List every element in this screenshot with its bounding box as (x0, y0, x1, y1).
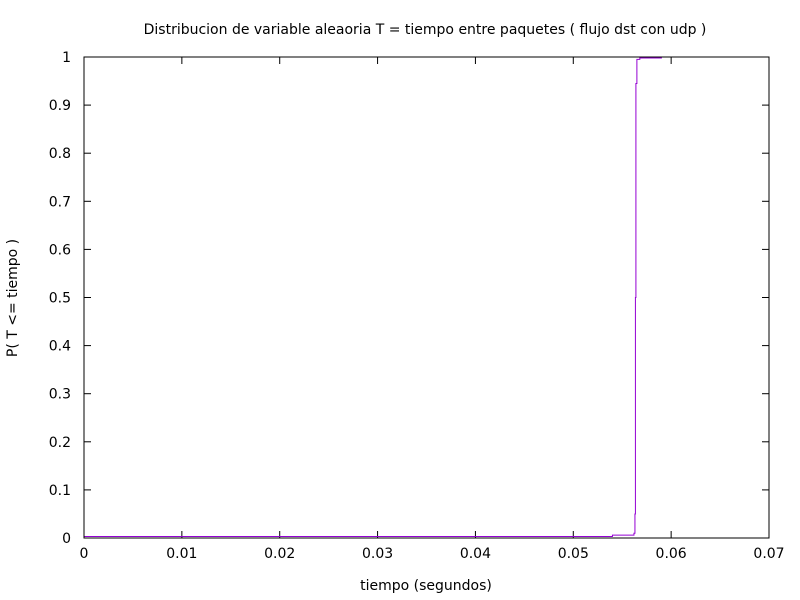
x-axis-label: tiempo (segundos) (360, 578, 492, 594)
x-tick-label: 0 (80, 546, 89, 562)
y-tick-label: 0 (62, 531, 71, 547)
series-group (84, 57, 662, 538)
x-tick-label: 0.07 (753, 546, 784, 562)
y-tick-label: 1 (62, 50, 71, 66)
y-tick-label: 0.9 (49, 98, 71, 114)
y-tick-label: 0.8 (49, 146, 71, 162)
x-tick-label: 0.06 (656, 546, 687, 562)
plot-frame (83, 56, 770, 539)
y-tick-label: 0.2 (49, 435, 71, 451)
x-tick-label: 0.04 (460, 546, 491, 562)
y-tick-label: 0.1 (49, 483, 71, 499)
cdf-series-line (84, 57, 662, 538)
x-tick-label: 0.02 (264, 546, 295, 562)
x-tick-label: 0.03 (362, 546, 393, 562)
y-tick-label: 0.4 (49, 339, 71, 355)
x-tick-label: 0.05 (558, 546, 589, 562)
y-tick-label: 0.5 (49, 291, 71, 307)
axis-ticks: 0 0.01 0.02 0.03 0.04 0.05 0.06 0.07 0 0.1 0.2 0.3 0… (49, 50, 785, 562)
y-tick-label: 0.6 (49, 242, 71, 258)
y-tick-label: 0.7 (49, 194, 71, 210)
y-tick-label: 0.3 (49, 387, 71, 403)
chart-title: Distribucion de variable aleaoria T = ti… (144, 22, 707, 38)
y-axis-label: P( T <= tiempo ) (5, 239, 21, 357)
x-tick-label: 0.01 (166, 546, 197, 562)
